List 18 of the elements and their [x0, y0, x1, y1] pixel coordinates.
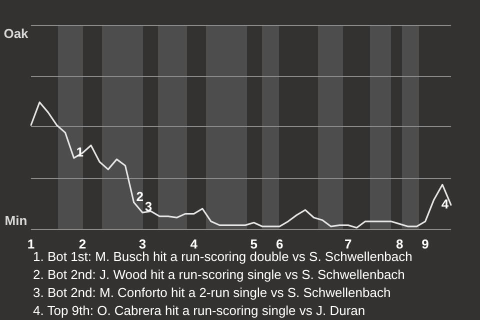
x-tick-label: 6 [276, 236, 284, 252]
annotation: 2 [136, 188, 144, 204]
x-tick-label: 9 [422, 236, 429, 252]
x-tick-label: 3 [138, 236, 146, 252]
text: 2. Bot 2nd: J. Wood hit a run-scoring single vs S. Schwellenbach [33, 266, 406, 284]
x-tick-label: 8 [396, 236, 404, 252]
text: 3. Bot 2nd: M. Conforto hit a 2-run single vs S. Schwellenbach [33, 284, 392, 302]
text: 4. Top 9th: O. Cabrera hit a run-scoring single vs J. Duran [33, 302, 366, 320]
annotation: 4 [441, 196, 450, 212]
text: Oak [2, 26, 30, 41]
x-tick-label: 1 [27, 236, 35, 252]
text: Min [4, 213, 28, 228]
text: 1. Bot 1st: M. Busch hit a run-scoring double vs S. Schwellenbach [33, 249, 412, 266]
x-tick-label: 4 [190, 236, 198, 252]
annotation: 3 [144, 199, 152, 214]
x-tick-label: 5 [250, 236, 258, 252]
x-tick-label: 2 [78, 236, 86, 252]
x-tick-label: 7 [344, 236, 352, 252]
